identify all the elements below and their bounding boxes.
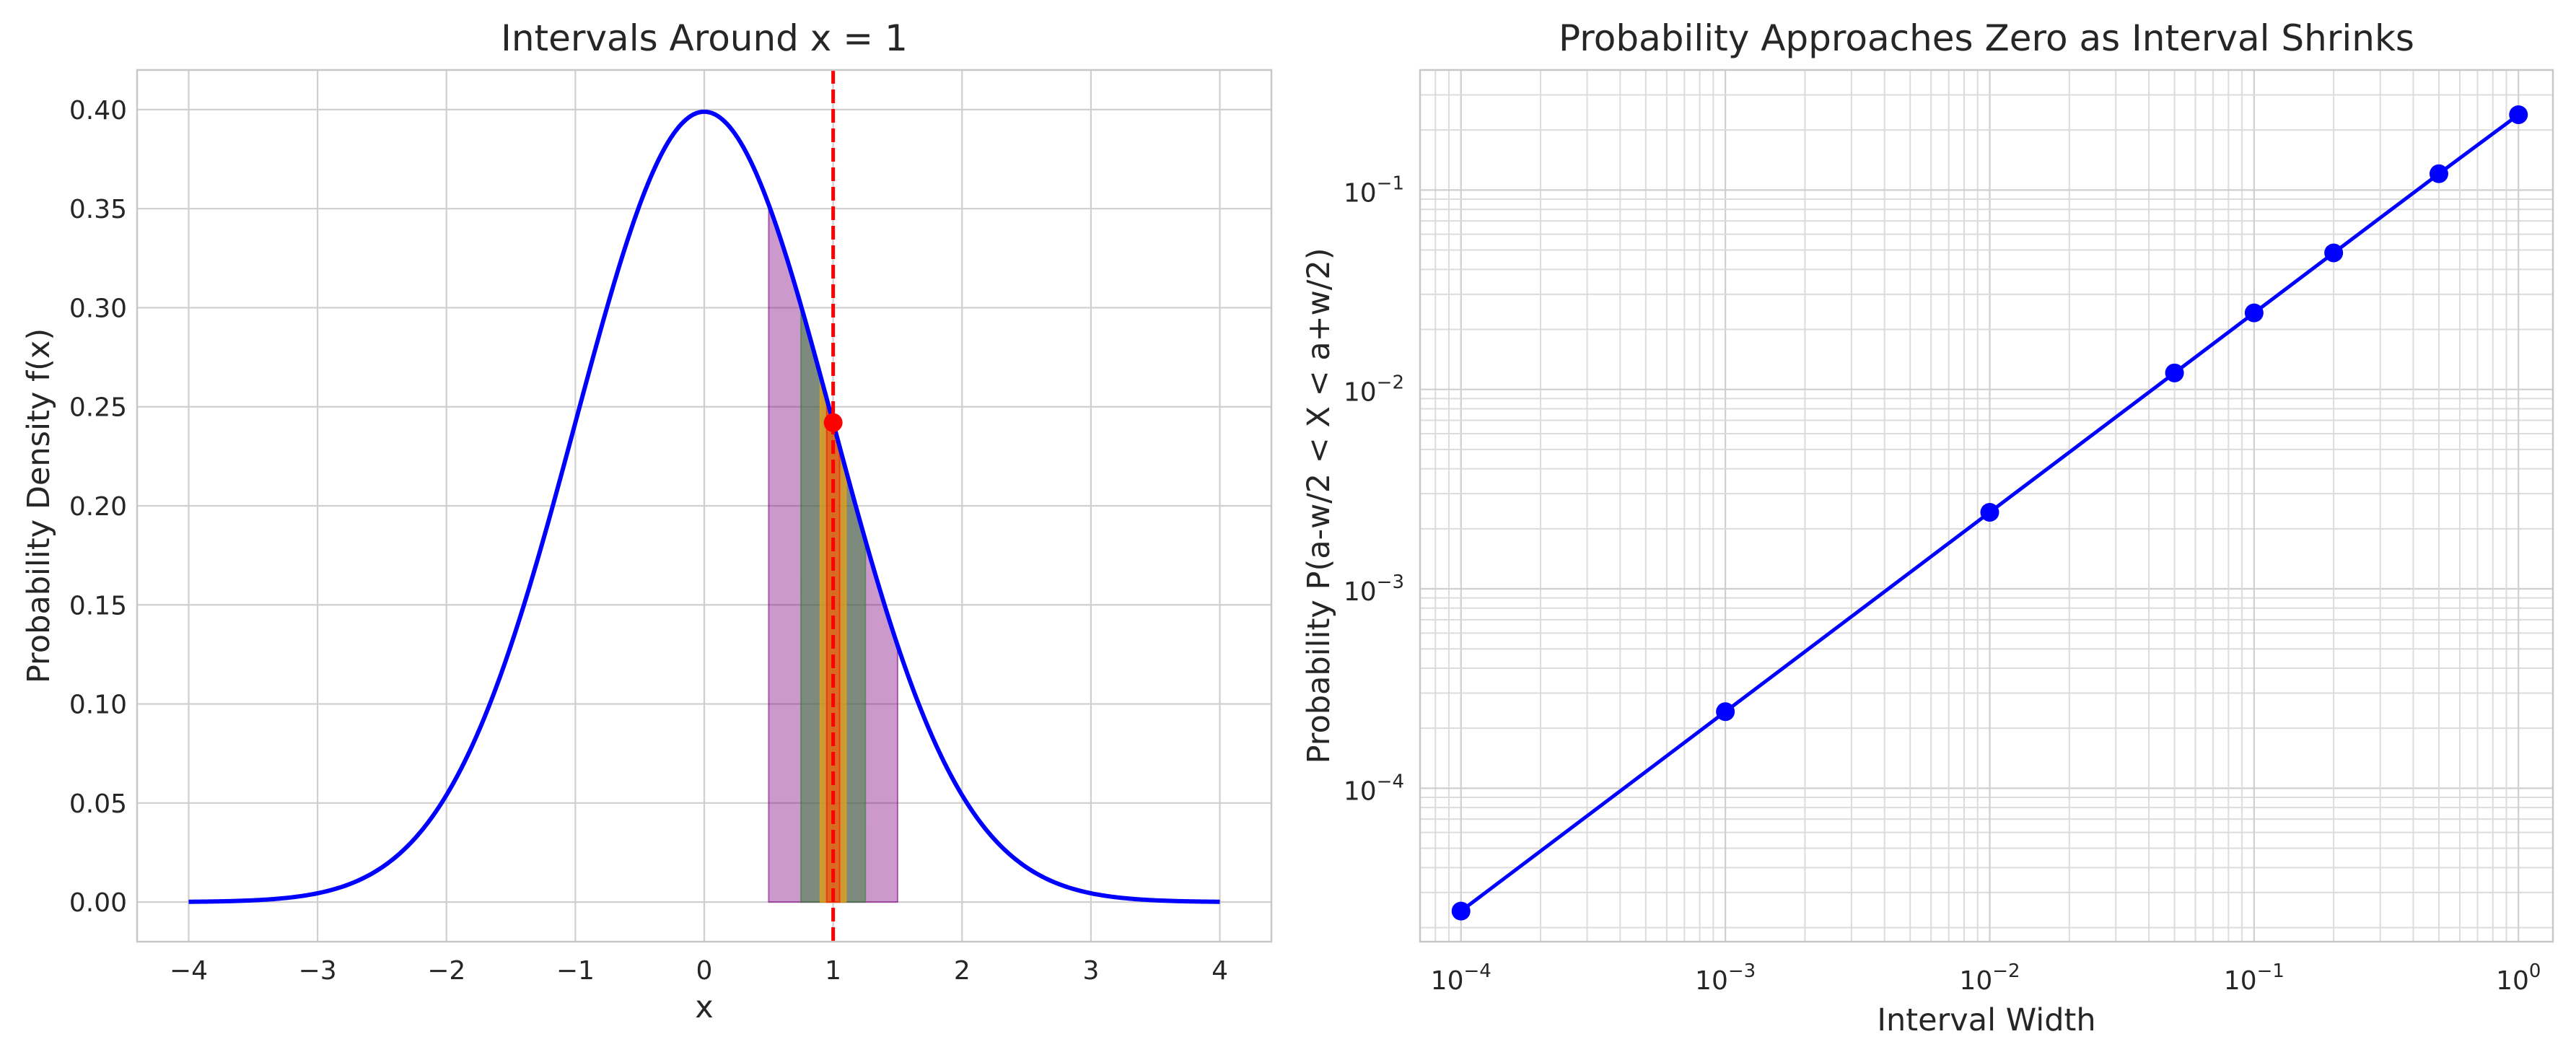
data-point <box>1980 502 1999 522</box>
y-tick-label: 0.35 <box>69 195 127 224</box>
y-tick-label: 0.05 <box>69 789 127 819</box>
x-tick-label: −4 <box>170 956 208 986</box>
x-tick-label: 10−4 <box>1431 960 1491 996</box>
y-axis-label: Probability P(a-w/2 < X < a+w/2) <box>1301 248 1337 764</box>
x-tick-label: −2 <box>427 956 465 986</box>
x-axis-label: Interval Width <box>1877 1002 2095 1038</box>
x-axis-label: x <box>695 989 713 1025</box>
x-tick-label: −3 <box>299 956 337 986</box>
interval-fill <box>825 398 841 903</box>
density-panel: −4 −3 −2 −1 0 1 2 3 4 0.000.050.100.150.200.250.… <box>21 17 1273 1025</box>
x-tick-label: 10−3 <box>1695 960 1756 996</box>
y-tick-label: 0.10 <box>69 691 127 720</box>
data-point <box>2165 363 2184 382</box>
probability-panel: 10−4 10−3 10−2 10−1 100 10−4 10−3 10−2 10−1 Pro… <box>1301 17 2554 1038</box>
y-tick-label: 0.00 <box>69 888 127 918</box>
x-tick-label: 4 <box>1212 956 1228 986</box>
x-tick-label: 1 <box>825 956 841 986</box>
x-tick-label: 100 <box>2496 960 2541 996</box>
y-tick-label: 0.40 <box>69 96 127 126</box>
data-point <box>2324 243 2344 263</box>
x-tick-label: −1 <box>556 956 595 986</box>
x-tick-label: 2 <box>954 956 971 986</box>
y-tick-label: 10−4 <box>1344 771 1404 806</box>
y-tick-label: 0.20 <box>69 492 127 522</box>
chart-title: Probability Approaches Zero as Interval … <box>1559 17 2414 59</box>
data-point <box>1451 901 1471 921</box>
grid <box>137 70 1271 942</box>
x-tick-labels: 10−4 10−3 10−2 10−1 100 <box>1431 960 2541 996</box>
plot-frame <box>136 69 1273 943</box>
y-tick-label: 0.30 <box>69 294 127 323</box>
data-point <box>2244 303 2264 323</box>
x-tick-label: 10−1 <box>2224 960 2284 996</box>
data-point <box>1716 702 1735 722</box>
probability-points <box>1451 105 2528 921</box>
plot-frame <box>1419 69 2554 943</box>
density-curve <box>188 109 1220 904</box>
y-tick-label: 10−1 <box>1344 172 1404 208</box>
probability-line <box>1460 113 2520 913</box>
x-tick-label: 0 <box>696 956 713 986</box>
x-tick-label: 3 <box>1082 956 1099 986</box>
y-tick-label: 10−3 <box>1344 571 1404 607</box>
data-point <box>2429 164 2448 183</box>
y-tick-label: 0.15 <box>69 591 127 621</box>
y-tick-label: 10−2 <box>1344 372 1404 408</box>
x-tick-labels: −4 −3 −2 −1 0 1 2 3 4 <box>170 956 1228 986</box>
y-tick-label: 0.25 <box>69 393 127 423</box>
data-point <box>2509 105 2528 124</box>
y-axis-label: Probability Density f(x) <box>21 328 57 683</box>
grid <box>1419 69 2553 942</box>
density-point <box>823 413 843 432</box>
chart-title: Intervals Around x = 1 <box>501 17 908 59</box>
y-tick-labels: 10−4 10−3 10−2 10−1 <box>1344 172 1404 806</box>
y-tick-labels: 0.00 0.05 0.10 0.15 0.20 0.25 0.30 0.35 0.40 <box>69 96 127 918</box>
x-tick-label: 10−2 <box>1959 960 2020 996</box>
